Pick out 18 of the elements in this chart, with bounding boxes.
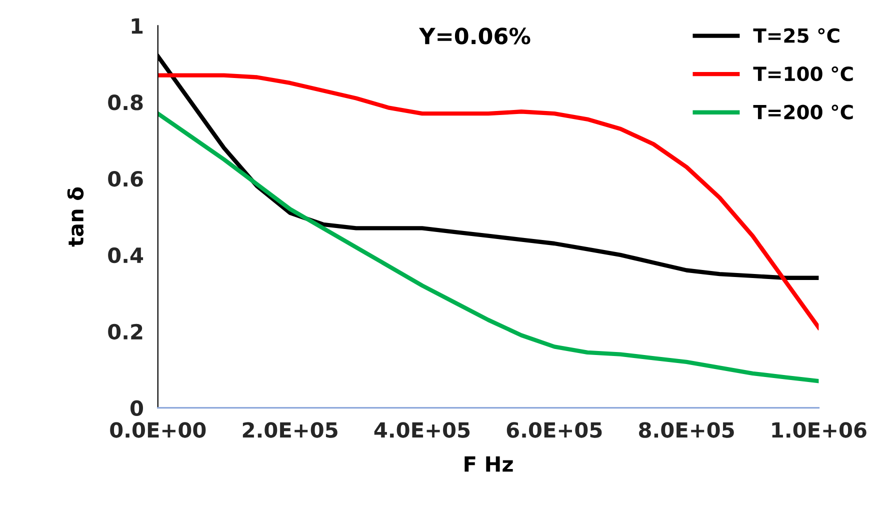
legend-label: T=25 °C xyxy=(753,28,840,43)
x-axis-title: F Hz xyxy=(464,456,513,472)
y-axis-title: tan δ xyxy=(67,187,84,247)
chart-title: Y=0.06% xyxy=(418,28,530,44)
x-tick-label: 0.0E+00 xyxy=(110,422,206,438)
y-tick-label: 0.2 xyxy=(108,324,142,340)
y-tick-label: 1 xyxy=(132,18,143,34)
y-tick-label: 0 xyxy=(130,400,143,416)
x-tick-label: 8.0E+05 xyxy=(639,422,734,438)
y-tick-label: 0.6 xyxy=(108,170,143,187)
y-tick-label: 0.4 xyxy=(108,247,144,264)
x-tick-label: 6.0E+05 xyxy=(506,422,602,438)
x-tick-label: 4.0E+05 xyxy=(374,422,470,438)
legend-label: T=200 °C xyxy=(753,104,853,120)
y-tick-label: 0.8 xyxy=(108,94,143,110)
legend-label: T=100 °C xyxy=(753,66,853,82)
x-tick-label: 2.0E+05 xyxy=(242,422,338,438)
x-tick-label: 1.0E+06 xyxy=(772,422,866,438)
